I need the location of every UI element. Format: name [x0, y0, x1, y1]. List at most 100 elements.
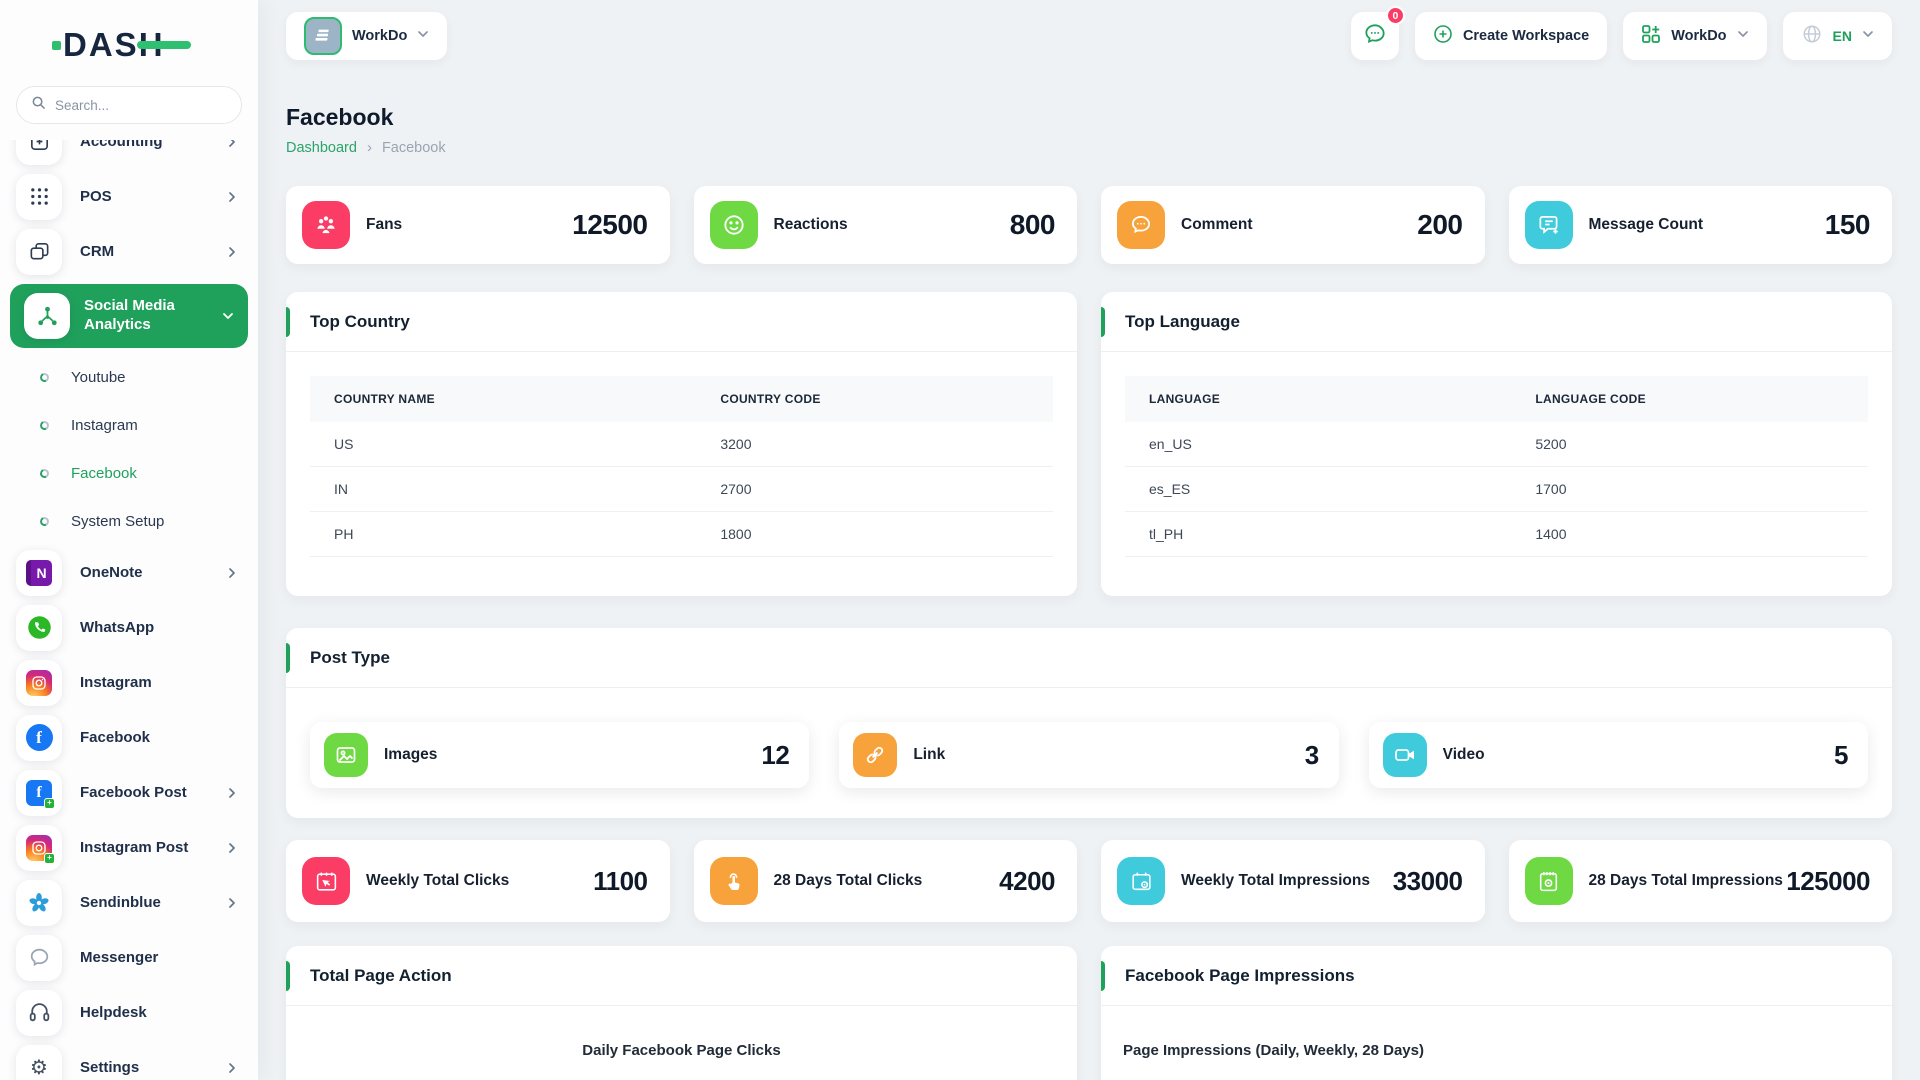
- cell-language: en_US: [1125, 422, 1512, 467]
- table-row: en_US 5200: [1125, 422, 1868, 467]
- cell-country-name: IN: [310, 466, 697, 512]
- table-header-row: LANGUAGE LANGUAGE CODE: [1125, 376, 1868, 422]
- sidebar-item-crm[interactable]: CRM: [0, 224, 258, 279]
- instagram-post-icon: +: [16, 824, 62, 871]
- stats-row: Fans 12500 Reactions 800 Comment 200 Mes…: [286, 186, 1892, 264]
- sidebar-item-label: Messenger: [80, 949, 159, 966]
- pos-grid-icon: [16, 173, 62, 220]
- message-plus-icon: [1524, 201, 1573, 249]
- whatsapp-icon: [16, 604, 62, 651]
- sidebar-item-instagram-analytics[interactable]: Instagram: [0, 401, 258, 449]
- dot-bullet-icon: [38, 467, 51, 479]
- sidebar-item-facebook-post[interactable]: f + Facebook Post: [0, 765, 258, 820]
- metric-value: 33000: [1392, 865, 1463, 896]
- top-language-table: LANGUAGE LANGUAGE CODE en_US 5200 es_ES 17…: [1125, 376, 1868, 557]
- card-title: Top Country: [310, 311, 410, 331]
- cell-language-code: 5200: [1511, 422, 1868, 467]
- users-icon: [302, 201, 350, 249]
- chevron-down-icon: [1862, 27, 1874, 45]
- sidebar-item-label: Settings: [80, 1059, 140, 1076]
- sidebar-item-instagram[interactable]: Instagram: [0, 655, 258, 710]
- sidebar-item-label: Helpdesk: [80, 1004, 147, 1021]
- stat-value: 3: [1304, 739, 1319, 770]
- breadcrumb-current: Facebook: [381, 139, 446, 156]
- stat-label: Message Count: [1588, 216, 1704, 233]
- language-label: EN: [1832, 28, 1852, 44]
- metrics-row: Weekly Total Clicks 1100 28 Days Total C…: [286, 840, 1892, 922]
- chevron-right-icon: [226, 897, 238, 909]
- post-type-video: Video 5: [1368, 722, 1868, 788]
- metric-value: 4200: [999, 865, 1055, 896]
- messenger-icon: [16, 934, 62, 981]
- metric-value: 125000: [1786, 865, 1870, 896]
- sidebar-item-youtube[interactable]: Youtube: [0, 353, 258, 401]
- topbar: WorkDo 0 Create Workspace WorkDo EN: [286, 6, 1892, 60]
- workspace-selector[interactable]: WorkDo: [286, 12, 448, 60]
- stat-value: 800: [1009, 209, 1056, 240]
- sidebar-item-whatsapp[interactable]: WhatsApp: [0, 600, 258, 655]
- card-title: Top Language: [1125, 311, 1240, 331]
- workspace-switcher-label: WorkDo: [1671, 28, 1727, 44]
- calendar-target-icon: [1117, 857, 1165, 905]
- logo-text-2: H: [136, 26, 191, 63]
- sidebar-item-system-setup[interactable]: System Setup: [0, 497, 258, 545]
- page-title: Facebook: [286, 104, 394, 130]
- grid-plus-icon: [1641, 24, 1661, 49]
- facebook-post-icon: f +: [16, 769, 62, 816]
- tap-icon: [709, 857, 758, 905]
- logo-text-1: DAS: [63, 26, 139, 63]
- sidebar-item-onenote[interactable]: N OneNote: [0, 545, 258, 600]
- crm-icon: [16, 228, 62, 275]
- table-row: tl_PH 1400: [1125, 511, 1868, 557]
- messages-button[interactable]: 0: [1350, 6, 1405, 60]
- sidebar-item-facebook-analytics[interactable]: Facebook: [0, 449, 258, 497]
- image-icon: [324, 733, 368, 777]
- sidebar-item-settings[interactable]: ⚙ Settings: [0, 1040, 258, 1080]
- workspace-switcher[interactable]: WorkDo: [1623, 12, 1767, 60]
- stat-label: Images: [384, 746, 438, 763]
- post-type-images: Images 12: [310, 722, 810, 788]
- stat-label: Link: [913, 746, 946, 763]
- sidebar-item-instagram-post[interactable]: + Instagram Post: [0, 820, 258, 875]
- search-input[interactable]: [55, 97, 205, 113]
- chevron-right-icon: [226, 191, 238, 203]
- sidebar-item-social-media-analytics[interactable]: Social Media Analytics: [10, 284, 248, 348]
- facebook-page-impressions-card: Facebook Page Impressions Page Impressio…: [1101, 946, 1892, 1080]
- cell-country-code: 2700: [696, 466, 1053, 512]
- sidebar-item-sendinblue[interactable]: Sendinblue: [0, 875, 258, 930]
- sidebar-item-accounting[interactable]: Accounting: [0, 140, 258, 169]
- sidebar-item-helpdesk[interactable]: Helpdesk: [0, 985, 258, 1040]
- sidebar-item-label: Sendinblue: [80, 894, 161, 911]
- stat-value: 200: [1417, 209, 1463, 240]
- card-title: Total Page Action: [310, 965, 452, 985]
- sidebar-item-messenger[interactable]: Messenger: [0, 930, 258, 985]
- post-type-body: Images 12 Link 3 Video 5: [286, 688, 1892, 788]
- messages-badge: 0: [1385, 6, 1405, 25]
- sidebar-item-facebook[interactable]: f Facebook: [0, 710, 258, 765]
- chart-title: Page Impressions (Daily, Weekly, 28 Days…: [1123, 1042, 1424, 1059]
- cell-country-code: 1800: [696, 511, 1053, 557]
- post-type-link: Link 3: [839, 722, 1339, 788]
- language-selector[interactable]: EN: [1782, 12, 1892, 60]
- top-language-card: Top Language LANGUAGE LANGUAGE CODE en_U…: [1101, 292, 1892, 596]
- globe-icon: [1801, 23, 1823, 50]
- stat-label: Video: [1442, 746, 1485, 763]
- sidebar-item-label: POS: [80, 188, 112, 205]
- chevron-right-icon: [226, 140, 238, 148]
- breadcrumb-home-link[interactable]: Dashboard: [286, 139, 357, 156]
- stat-value: 12: [761, 739, 790, 770]
- app-logo: DAS H: [52, 26, 258, 64]
- sidebar-item-label: WhatsApp: [80, 619, 155, 636]
- stat-value: 12500: [572, 209, 648, 240]
- create-workspace-button[interactable]: Create Workspace: [1414, 12, 1608, 60]
- sidebar-item-pos[interactable]: POS: [0, 169, 258, 224]
- create-workspace-label: Create Workspace: [1462, 28, 1590, 44]
- facebook-icon: f: [16, 714, 62, 761]
- metric-label: Weekly Total Impressions: [1181, 872, 1370, 889]
- cell-language: tl_PH: [1125, 511, 1512, 557]
- charts-row: Total Page Action Daily Facebook Page Cl…: [286, 946, 1892, 1080]
- chevron-down-icon: [222, 310, 234, 322]
- breadcrumb-separator: ›: [366, 139, 372, 156]
- stat-card-reactions: Reactions 800: [693, 186, 1077, 264]
